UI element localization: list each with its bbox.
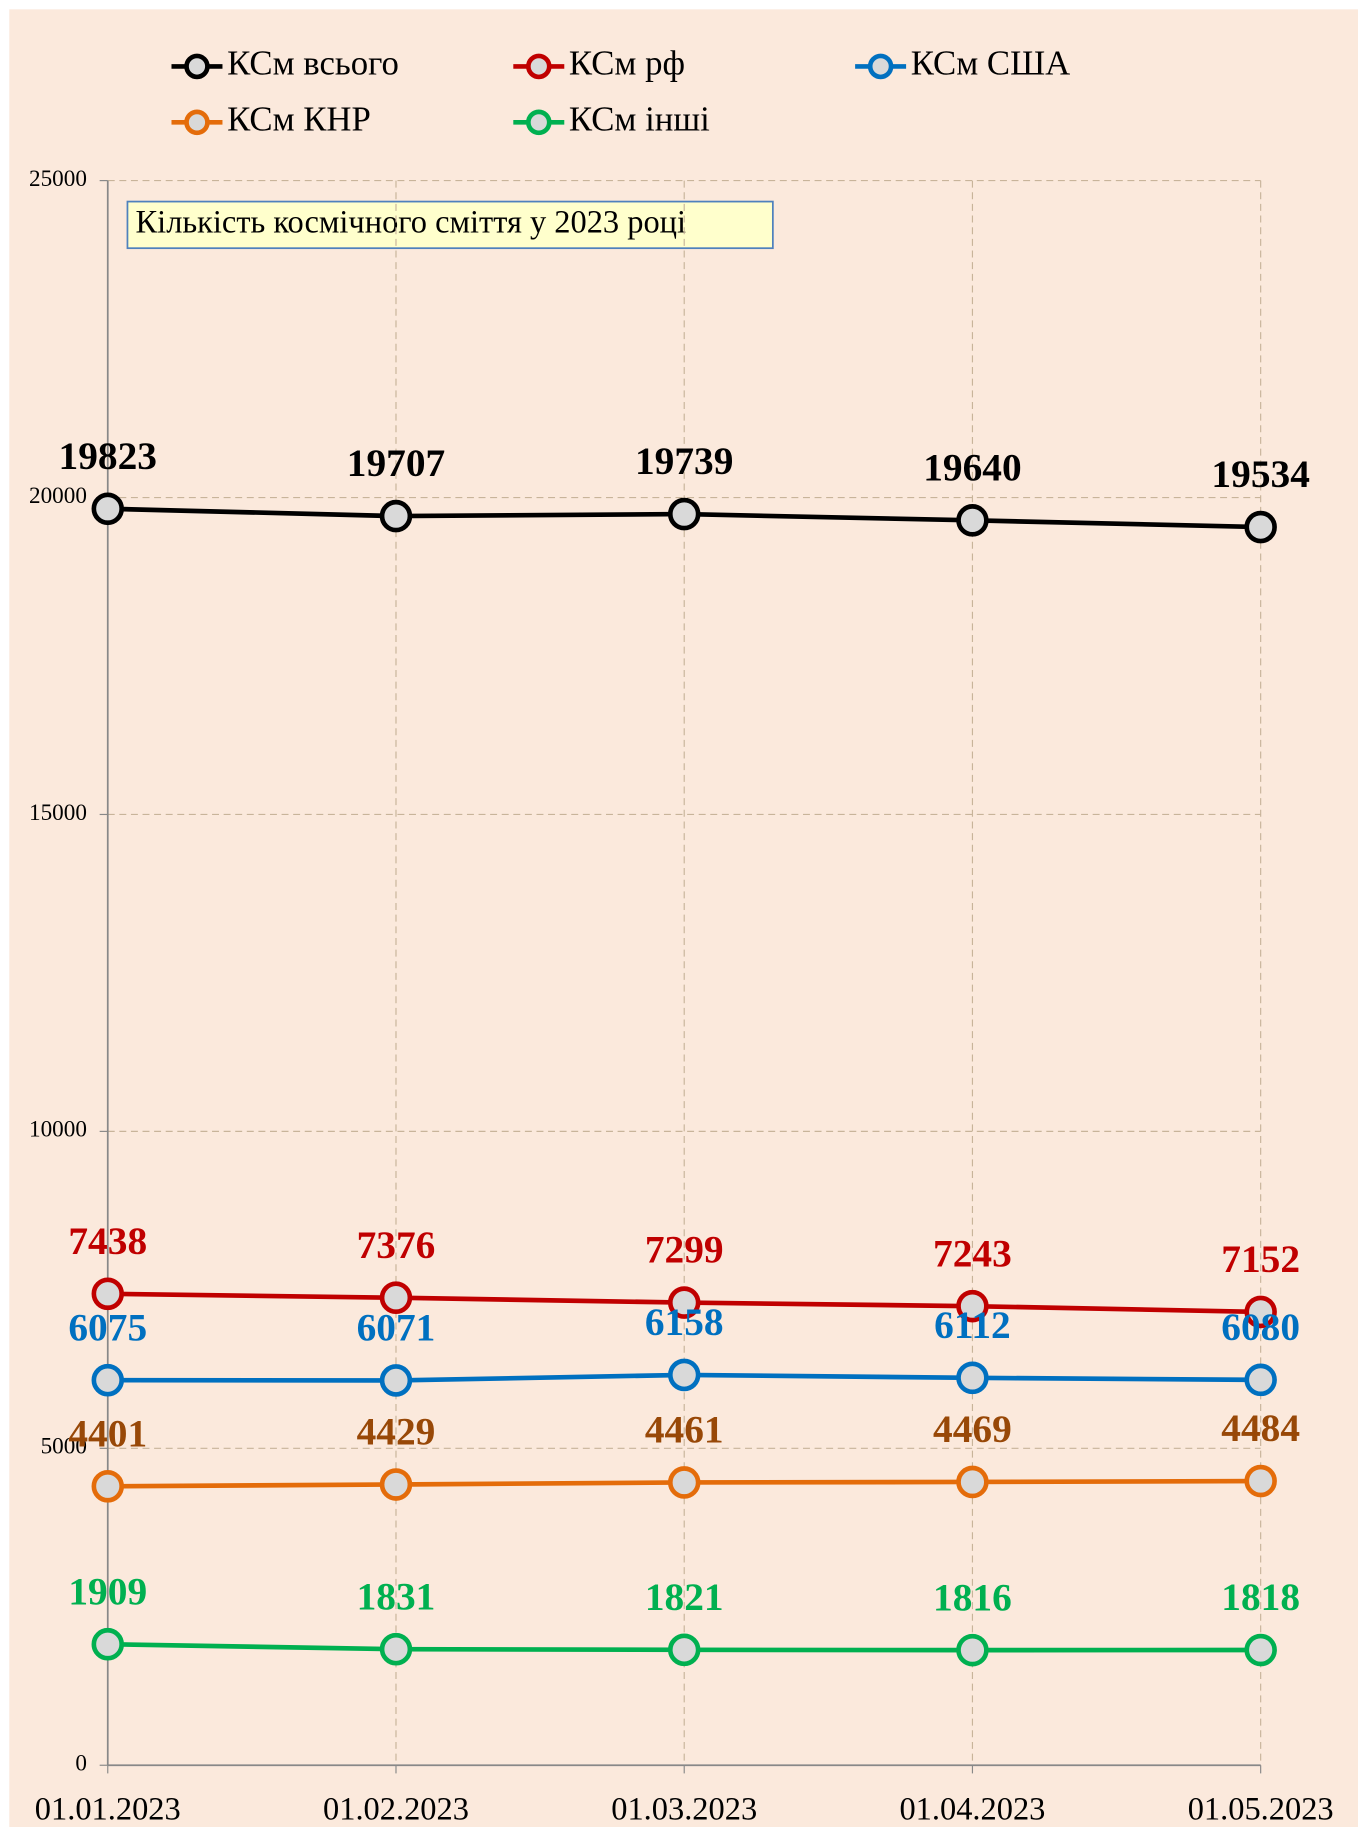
point (956, 1361, 989, 1395)
data-label: 4461 (645, 1408, 724, 1452)
point (379, 499, 413, 533)
point (91, 1469, 124, 1503)
legend-marker (867, 53, 894, 80)
legend-label: КСм рф (569, 43, 685, 82)
data-label: 1831 (357, 1574, 436, 1618)
y-tick-label: 25000 (29, 166, 87, 192)
point (1244, 1464, 1277, 1498)
chart-title: Кількість космічного сміття у 2023 році (136, 204, 686, 240)
data-label: 7243 (933, 1231, 1012, 1275)
legend-label: КСм КНР (227, 99, 371, 138)
data-label: 6075 (68, 1305, 147, 1349)
data-label: 6158 (645, 1300, 724, 1344)
data-label: 19534 (1211, 452, 1310, 496)
point (667, 1466, 701, 1499)
y-tick-label: 0 (75, 1751, 87, 1777)
point (667, 497, 701, 531)
data-label: 19739 (635, 439, 733, 483)
data-label: 1909 (68, 1569, 147, 1613)
point (667, 1286, 701, 1319)
data-label: 19823 (59, 434, 157, 478)
legend-label: КСм інші (569, 99, 710, 138)
data-label: 7438 (68, 1219, 147, 1263)
point (379, 1632, 413, 1666)
point (379, 1364, 413, 1397)
data-label: 7152 (1221, 1237, 1300, 1281)
point (956, 504, 989, 537)
legend-marker (526, 109, 552, 136)
point (956, 1465, 989, 1499)
point (379, 1468, 413, 1501)
point (91, 1627, 124, 1661)
point (667, 1358, 701, 1392)
data-label: 1821 (645, 1575, 724, 1619)
y-tick-label: 5000 (41, 1434, 87, 1460)
y-tick-label: 20000 (29, 483, 87, 509)
point (956, 1289, 989, 1323)
data-label: 6080 (1221, 1305, 1300, 1349)
point (667, 1633, 701, 1667)
legend-marker (526, 53, 552, 80)
point (1244, 1295, 1277, 1329)
legend-label: КСм США (911, 43, 1070, 82)
point (956, 1633, 989, 1667)
data-label: 4484 (1221, 1406, 1300, 1450)
data-label: 4469 (933, 1407, 1012, 1451)
x-tick-label: 01.05.2023 (1188, 1791, 1334, 1827)
point (91, 492, 124, 526)
legend-marker (184, 53, 210, 80)
y-tick-label: 10000 (29, 1117, 87, 1143)
point (379, 1281, 413, 1315)
point (1244, 1363, 1277, 1397)
y-tick-label: 15000 (29, 800, 87, 826)
x-tick-label: 01.03.2023 (611, 1791, 757, 1827)
point (1244, 510, 1277, 544)
point (91, 1363, 124, 1397)
data-label: 4401 (68, 1411, 147, 1455)
data-label: 19640 (923, 445, 1021, 489)
data-label: 6112 (934, 1303, 1011, 1347)
point (91, 1277, 124, 1311)
x-tick-label: 01.01.2023 (35, 1791, 181, 1827)
legend-label: КСм всього (227, 43, 399, 82)
data-label: 7376 (357, 1223, 436, 1267)
data-label: 1818 (1221, 1575, 1300, 1619)
x-tick-label: 01.02.2023 (323, 1791, 469, 1827)
data-label: 6071 (357, 1305, 436, 1349)
title-box (126, 200, 774, 250)
x-tick-label: 01.04.2023 (899, 1791, 1045, 1827)
data-label: 7299 (645, 1228, 724, 1272)
legend-marker (184, 109, 210, 136)
data-label: 1816 (933, 1575, 1012, 1619)
data-label: 4429 (357, 1410, 436, 1454)
data-label: 19707 (347, 441, 445, 485)
point (1244, 1633, 1277, 1667)
